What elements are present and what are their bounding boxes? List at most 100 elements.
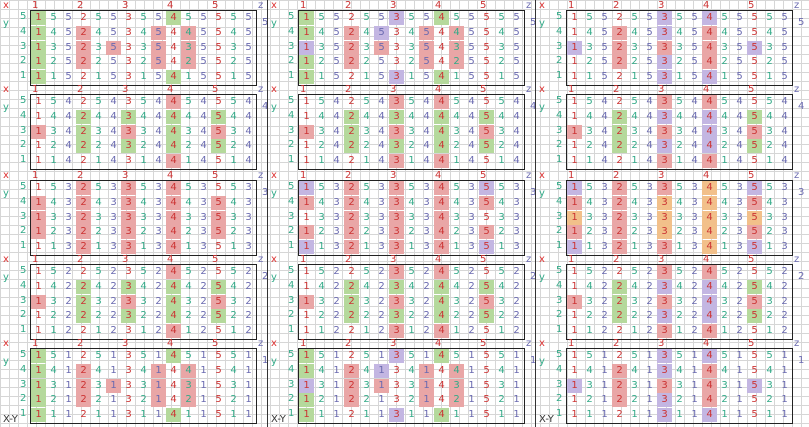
- grid-cell: 1: [498, 155, 505, 167]
- grid-cell: 3: [389, 154, 404, 169]
- grid-cell: 4: [434, 195, 449, 210]
- grid-cell: 4: [378, 140, 385, 152]
- grid-cell: 5: [766, 96, 773, 107]
- grid-cell: 4: [318, 364, 325, 376]
- grid-cell: 2: [348, 409, 355, 421]
- grid-cell: 4: [586, 280, 593, 292]
- grid-cell: 2: [318, 226, 325, 238]
- grid-cell: 5: [211, 225, 226, 240]
- grid-cell: 3: [423, 196, 430, 208]
- grid-cell: 3: [586, 295, 593, 307]
- x-tick: 1: [568, 84, 575, 95]
- grid-cell: 3: [657, 324, 672, 339]
- panel-divider: [267, 0, 268, 427]
- grid-cell: 3: [121, 309, 136, 324]
- grid-cell: 3: [121, 139, 136, 154]
- grid-cell: 2: [230, 56, 237, 68]
- grid-cell: 2: [200, 310, 207, 322]
- grid-cell: 2: [181, 393, 196, 408]
- grid-cell: 2: [468, 325, 475, 337]
- y-axis-label: y: [539, 356, 545, 367]
- grid-cell: 2: [586, 226, 593, 238]
- grid-cell: 5: [215, 409, 222, 421]
- grid-cell: 5: [513, 56, 520, 68]
- grid-cell: 2: [378, 325, 385, 337]
- grid-cell: 4: [702, 109, 717, 124]
- grid-cell: 1: [601, 379, 608, 391]
- y-tick: 1: [556, 154, 563, 166]
- y-tick: 2: [288, 225, 295, 237]
- grid-cell: 3: [230, 379, 237, 391]
- grid-cell: 1: [35, 325, 42, 337]
- x-tick: 3: [122, 170, 129, 181]
- y-tick: 4: [556, 363, 563, 375]
- x-tick: 1: [300, 254, 307, 265]
- grid-cell: 5: [747, 294, 762, 309]
- grid-cell: 1: [230, 241, 237, 253]
- y-tick: 2: [20, 393, 27, 405]
- grid-cell: 4: [438, 41, 445, 53]
- grid-cell: 3: [586, 125, 593, 137]
- grid-cell: 5: [479, 195, 494, 210]
- grid-cell: 4: [721, 280, 728, 292]
- grid-cell: 2: [646, 280, 653, 292]
- grid-cell: 3: [140, 211, 147, 223]
- z-axis-label: z: [526, 170, 532, 181]
- grid-cell: 3: [498, 379, 505, 391]
- grid-cell: 4: [468, 96, 475, 107]
- grid-cell: 4: [363, 110, 370, 122]
- grid-cell: 3: [657, 363, 672, 378]
- grid-cell: 3: [393, 394, 400, 406]
- grid-cell: 2: [423, 310, 430, 322]
- grid-cell: 5: [185, 266, 192, 277]
- grid-cell: 3: [140, 125, 147, 137]
- grid-cell: 3: [200, 226, 207, 238]
- grid-cell: 2: [95, 140, 102, 152]
- grid-cell: 4: [166, 154, 181, 169]
- grid-cell: 2: [646, 310, 653, 322]
- grid-cell: 1: [736, 364, 743, 376]
- grid-cell: 2: [318, 140, 325, 152]
- y-axis-label: y: [3, 356, 9, 367]
- grid-cell: 3: [200, 211, 207, 223]
- grid-cell: 4: [245, 110, 252, 122]
- grid-cell: 3: [95, 41, 102, 53]
- grid-cell: 1: [498, 325, 505, 337]
- grid-cell: 3: [230, 41, 237, 53]
- y-tick: 1: [20, 154, 27, 166]
- grid-cell: 3: [121, 240, 136, 255]
- x-tick: 4: [703, 338, 710, 349]
- x-tick: 4: [703, 170, 710, 181]
- grid-cell: 2: [110, 280, 117, 292]
- grid-cell: 3: [125, 409, 132, 421]
- grid-cell: 1: [676, 155, 683, 167]
- y-tick: 4: [20, 109, 27, 121]
- grid-cell: 3: [657, 393, 672, 408]
- grid-cell: 1: [35, 241, 42, 253]
- grid-cell: 1: [676, 241, 683, 253]
- grid-cell: 3: [781, 211, 788, 223]
- grid-cell: 5: [453, 12, 460, 23]
- grid-cell: 5: [691, 26, 698, 38]
- grid-cell: 5: [601, 56, 608, 68]
- grid-cell: 3: [586, 41, 593, 53]
- grid-cell: 3: [676, 125, 683, 137]
- grid-cell: 4: [646, 155, 653, 167]
- grid-cell: 2: [76, 378, 91, 393]
- grid-cell: 4: [155, 140, 162, 152]
- grid-cell: 1: [245, 394, 252, 406]
- grid-cell: 1: [408, 325, 415, 337]
- grid-cell: 4: [702, 408, 717, 423]
- grid-cell: 4: [170, 394, 177, 406]
- grid-cell: 4: [166, 265, 181, 279]
- grid-cell: 3: [389, 11, 404, 25]
- grid-cell: 4: [631, 364, 638, 376]
- grid-cell: 2: [513, 280, 520, 292]
- grid-cell: 3: [646, 182, 653, 193]
- grid-cell: 3: [657, 408, 672, 423]
- grid-cell: 4: [586, 364, 593, 376]
- grid-cell: 4: [702, 225, 717, 240]
- y-tick: 1: [556, 408, 563, 420]
- x-tick: 1: [568, 0, 575, 11]
